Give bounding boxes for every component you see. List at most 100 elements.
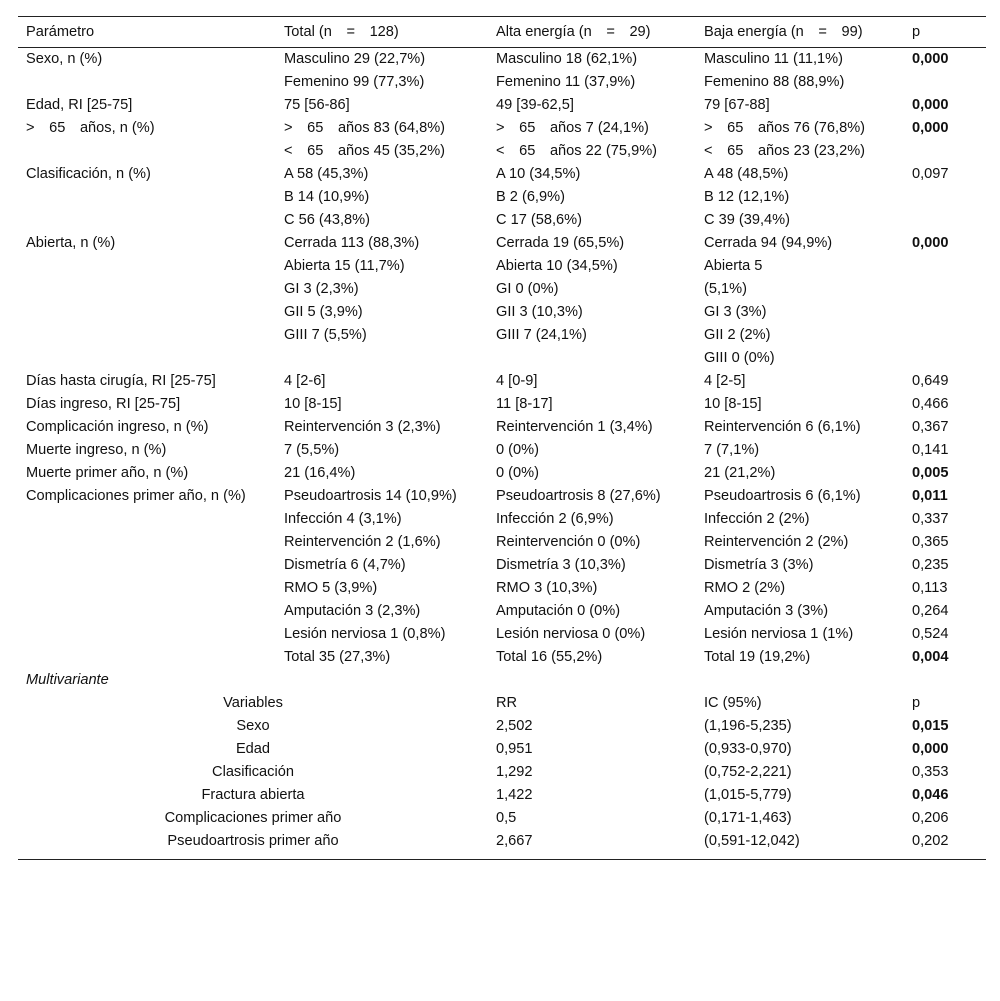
p-value-cell [904, 278, 986, 301]
p-value-cell: 0,365 [912, 534, 949, 550]
baja-energia-cell: B 12 (12,1%) [704, 189, 790, 205]
table-row: Complicación ingreso, n (%) Reintervenció… [18, 416, 986, 439]
p-value-cell: 0,202 [912, 833, 949, 849]
total-cell: GI 3 (2,3%) [284, 281, 359, 297]
table-bottom-rule [18, 853, 986, 860]
rr-cell: 0,951 [496, 741, 533, 757]
ic-cell: (0,752-2,221) [704, 764, 792, 780]
table-row: Dismetría 6 (4,7%) Dismetría 3 (10,3%) Dis… [18, 554, 986, 577]
significant-p-value: 0,005 [912, 465, 949, 481]
table-row: Clasificación, n (%) A 58 (45,3%) A 10 (34… [18, 163, 986, 186]
significant-p-value: 0,000 [912, 97, 949, 113]
total-cell: Pseudoartrosis 14 (10,9%) [284, 488, 457, 504]
alta-energia-cell: Infección 2 (6,9%) [496, 511, 614, 527]
total-cell: Abierta 15 (11,7%) [284, 258, 405, 274]
p-value-cell [904, 71, 986, 94]
baja-energia-cell: Femenino 88 (88,9%) [704, 74, 845, 90]
param-cell [18, 278, 276, 301]
alta-energia-cell: GII 3 (10,3%) [496, 304, 583, 320]
alta-energia-cell: Dismetría 3 (10,3%) [496, 557, 626, 573]
p-value-cell: 0,000 [904, 48, 986, 72]
total-cell: 10 [8-15] [284, 396, 342, 412]
param-cell: > 65 años, n (%) [26, 120, 155, 136]
param-cell [18, 508, 276, 531]
p-value-cell [904, 255, 986, 278]
alta-energia-cell: Pseudoartrosis 8 (27,6%) [496, 488, 661, 504]
total-cell: B 14 (10,9%) [284, 189, 370, 205]
param-cell [18, 186, 276, 209]
table-header-row: Parámetro Total (n = 128) Alta energía (… [18, 16, 986, 48]
header-cell: Total (n = 128) [276, 16, 488, 48]
total-cell: Infección 4 (3,1%) [284, 511, 402, 527]
param-cell: Complicación ingreso, n (%) [26, 419, 209, 435]
significant-p-value: 0,046 [912, 787, 949, 803]
alta-energia-cell: > 65 años 7 (24,1%) [496, 120, 649, 136]
p-value-cell: 0,337 [912, 511, 949, 527]
alta-energia-cell: 49 [39-62,5] [496, 97, 574, 113]
param-cell [18, 347, 276, 370]
param-cell [18, 324, 276, 347]
p-value-cell: 0,000 [904, 232, 986, 255]
param-cell [18, 531, 276, 554]
total-cell: Reintervención 2 (1,6%) [284, 534, 441, 550]
param-cell: Complicaciones primer año, n (%) [26, 488, 246, 504]
baja-energia-cell: GI 3 (3%) [704, 304, 767, 320]
p-value-cell: 0,649 [912, 373, 949, 389]
multivariate-variable-cell: Fractura abierta [201, 787, 305, 803]
table-row: GI 3 (2,3%) GI 0 (0%) (5,1%) [18, 278, 986, 301]
baja-energia-cell: Masculino 11 (11,1%) [704, 51, 843, 67]
p-value-cell: 0,264 [912, 603, 949, 619]
table-row: Reintervención 2 (1,6%) Reintervención 0 … [18, 531, 986, 554]
param-cell: Muerte primer año, n (%) [26, 465, 189, 481]
p-value-cell: 0,097 [912, 166, 949, 182]
alta-energia-cell: 4 [0-9] [496, 373, 538, 389]
param-cell: Clasificación, n (%) [26, 166, 151, 182]
param-cell [18, 623, 276, 646]
param-cell: Edad, RI [25-75] [26, 97, 133, 113]
alta-energia-cell: Lesión nerviosa 0 (0%) [496, 626, 646, 642]
p-value-cell: 0,113 [912, 580, 948, 596]
alta-energia-cell: Reintervención 1 (3,4%) [496, 419, 653, 435]
alta-energia-cell: Cerrada 19 (65,5%) [496, 235, 625, 251]
alta-energia-cell [488, 347, 696, 370]
multivariate-header-ic: IC (95%) [704, 695, 762, 711]
rr-cell: 1,292 [496, 764, 533, 780]
table-body: Sexo, n (%) Masculino 29 (22,7%) Masculino… [18, 48, 986, 670]
total-cell: 4 [2-6] [284, 373, 326, 389]
section-title: Multivariante [26, 672, 109, 688]
table-row: Días hasta cirugía, RI [25-75] 4 [2-6] 4 [… [18, 370, 986, 393]
multivariate-section: Multivariante Variables RR IC (95%) p Se… [18, 669, 986, 853]
total-cell: Reintervención 3 (2,3%) [284, 419, 441, 435]
table-row: Complicaciones primer año, n (%) Pseudoar… [18, 485, 986, 508]
rr-cell: 2,502 [496, 718, 533, 734]
p-value-cell: 0,000 [904, 117, 986, 140]
alta-energia-cell: GI 0 (0%) [496, 281, 559, 297]
multivariate-variable-cell: Pseudoartrosis primer año [167, 833, 339, 849]
alta-energia-cell: Masculino 18 (62,1%) [496, 51, 638, 67]
table-row: < 65 años 45 (35,2%) < 65 años 22 (75,9%)… [18, 140, 986, 163]
p-value-cell: 0,015 [904, 715, 986, 738]
significant-p-value: 0,000 [912, 51, 949, 67]
significant-p-value: 0,004 [912, 649, 949, 665]
baja-energia-cell: 79 [67-88] [704, 97, 770, 113]
multivariate-header-row: Variables RR IC (95%) p [18, 692, 986, 715]
param-cell: Sexo, n (%) [26, 51, 103, 67]
results-table: Parámetro Total (n = 128) Alta energía (… [18, 16, 986, 860]
total-cell: RMO 5 (3,9%) [284, 580, 378, 596]
significant-p-value: 0,011 [912, 488, 948, 504]
multivariate-variable-cell: Edad [235, 741, 271, 757]
param-cell: Muerte ingreso, n (%) [26, 442, 167, 458]
ic-cell: (1,196-5,235) [704, 718, 792, 734]
table-row: RMO 5 (3,9%) RMO 3 (10,3%) RMO 2 (2%) 0,113 [18, 577, 986, 600]
p-value-cell [904, 140, 986, 163]
section-title-row: Multivariante [18, 669, 986, 692]
baja-energia-cell: Reintervención 2 (2%) [704, 534, 849, 550]
p-value-cell: 0,046 [904, 784, 986, 807]
ic-cell: (0,933-0,970) [704, 741, 792, 757]
total-cell: > 65 años 83 (64,8%) [284, 120, 446, 136]
p-value-cell: 0,000 [904, 738, 986, 761]
p-value-cell: 0,466 [912, 396, 949, 412]
p-value-cell [904, 324, 986, 347]
p-value-cell [904, 301, 986, 324]
baja-energia-cell: 21 (21,2%) [704, 465, 776, 481]
